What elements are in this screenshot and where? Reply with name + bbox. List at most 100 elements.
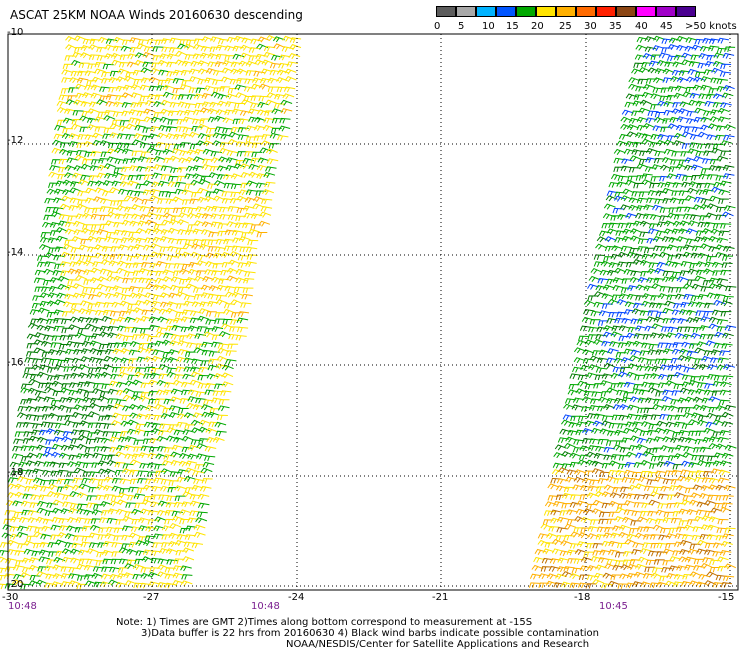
wind-barb <box>630 270 642 277</box>
wind-barb <box>231 108 244 115</box>
wind-barb <box>618 524 631 531</box>
wind-barb <box>127 366 139 373</box>
wind-barb <box>649 182 660 189</box>
wind-barb <box>132 564 145 571</box>
wind-barb <box>622 188 635 195</box>
wind-barb <box>618 133 631 140</box>
wind-barb <box>120 237 133 244</box>
wind-barb <box>660 485 672 492</box>
wind-barb <box>56 106 69 114</box>
wind-barb <box>695 430 707 437</box>
wind-barb <box>692 327 704 333</box>
wind-barb <box>24 367 36 373</box>
wind-barb <box>187 453 200 460</box>
wind-barb <box>651 567 664 573</box>
wind-barb <box>710 507 723 514</box>
wind-barb <box>33 542 45 549</box>
wind-barb <box>700 286 712 292</box>
wind-barb <box>683 524 696 531</box>
wind-barb <box>69 316 82 323</box>
wind-barb <box>220 323 233 330</box>
wind-barb <box>184 54 196 60</box>
wind-barb <box>208 358 220 365</box>
wind-barb <box>121 148 134 155</box>
wind-barb <box>618 531 631 538</box>
wind-barb <box>604 236 617 243</box>
wind-barb <box>192 412 205 419</box>
wind-barb <box>665 533 678 540</box>
wind-barb <box>49 222 62 228</box>
wind-barb <box>123 444 136 451</box>
wind-barb <box>187 207 199 214</box>
wind-barb <box>52 269 65 276</box>
wind-barb <box>131 453 144 460</box>
wind-barb <box>104 44 117 51</box>
wind-barb <box>619 366 631 373</box>
wind-barb <box>180 580 193 587</box>
wind-barb <box>673 502 686 508</box>
scale-swatch-0 <box>436 6 456 17</box>
wind-barb <box>87 180 99 187</box>
wind-barb <box>231 245 243 252</box>
wind-barb <box>79 300 92 307</box>
wind-barb <box>161 46 173 53</box>
wind-barb <box>715 165 727 172</box>
wind-barb <box>661 395 674 402</box>
wind-barb <box>669 197 682 204</box>
wind-barb <box>289 37 302 43</box>
wind-barb <box>610 215 622 221</box>
wind-barb <box>269 69 281 76</box>
wind-barb <box>651 323 664 330</box>
wind-barb <box>229 78 241 85</box>
wind-barb <box>192 404 205 411</box>
wind-barb <box>136 487 148 494</box>
wind-barb <box>612 207 624 214</box>
wind-barb <box>175 549 187 556</box>
wind-barb <box>528 582 541 588</box>
wind-barb <box>544 501 557 508</box>
wind-barb <box>215 44 228 51</box>
wind-barb <box>48 171 61 178</box>
wind-barb <box>561 502 573 509</box>
wind-barb <box>70 181 82 187</box>
wind-barb <box>661 405 673 412</box>
wind-barb <box>719 180 732 187</box>
wind-barb <box>691 454 703 461</box>
wind-barb <box>149 372 162 379</box>
wind-barb <box>663 428 675 435</box>
wind-barb <box>192 287 205 293</box>
wind-barb <box>165 548 178 555</box>
wind-barb <box>701 228 714 235</box>
wind-barb <box>269 132 282 139</box>
wind-barb <box>666 135 678 141</box>
wind-barb <box>37 566 49 572</box>
wind-barb <box>140 567 152 573</box>
wind-barb <box>671 151 683 157</box>
wind-barb <box>608 422 620 429</box>
wind-barb <box>713 52 726 59</box>
wind-barb <box>111 485 124 492</box>
wind-barb <box>161 542 173 548</box>
wind-barb <box>27 387 40 394</box>
wind-barb <box>656 420 668 427</box>
wind-barb <box>149 195 162 202</box>
wind-barb <box>672 464 684 470</box>
wind-barb <box>597 320 609 326</box>
wind-barb <box>632 340 645 347</box>
wind-barb <box>140 151 152 158</box>
wind-barb <box>670 437 682 444</box>
wind-barb <box>688 430 700 437</box>
wind-barb <box>11 579 24 586</box>
wind-barb <box>662 478 675 485</box>
wind-barb <box>601 582 613 589</box>
wind-barb <box>223 245 235 252</box>
wind-barb <box>176 421 188 428</box>
wind-barb <box>127 374 139 381</box>
wind-barb <box>224 291 237 298</box>
scale-label-0: 0 <box>434 21 441 32</box>
wind-barb <box>631 308 644 315</box>
wind-barb <box>239 246 251 253</box>
wind-barb <box>122 158 134 164</box>
wind-barb <box>73 535 85 541</box>
wind-barb <box>567 429 579 436</box>
